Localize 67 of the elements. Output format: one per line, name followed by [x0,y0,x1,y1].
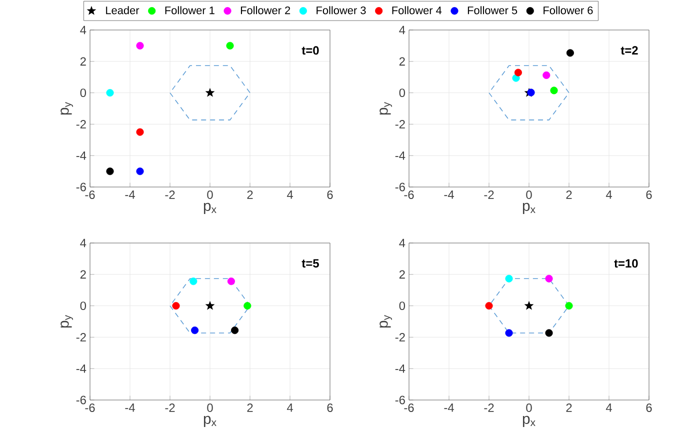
y-tick-label: -4 [395,364,406,373]
annotation: t=0 [302,46,319,55]
x-axis-title: p$_{x}$ [204,202,216,214]
x-tick-label: 6 [327,404,333,412]
legend-label: Follower 5 [468,6,518,14]
x-tick-label: -4 [444,190,454,199]
y-tick-label: -4 [395,151,406,160]
x-tick-label: 6 [327,190,333,199]
x-tick-label: 4 [286,404,293,412]
y-tick-label: 4 [399,26,406,34]
x-axis-title: p$_{x}$ [522,416,536,427]
x-tick-label: -2 [165,404,175,412]
legend-label: Follower 6 [544,6,593,14]
legend-label: Follower 1 [165,6,214,14]
y-tick-label: 2 [80,270,86,279]
x-axis-title: p$_{x}$ [522,202,536,214]
y-tick-label: -2 [395,333,405,342]
x-tick-label: 0 [207,404,213,412]
x-tick-label: 2 [247,404,253,412]
y-tick-label: 0 [399,88,406,98]
annotation: t=2 [620,46,638,55]
y-tick-label: 0 [80,88,86,98]
legend-label: Follower 2 [240,6,290,14]
y-tick-label: 4 [80,26,86,34]
x-tick-label: 4 [606,404,612,412]
y-tick-label: -4 [76,151,86,160]
x-tick-label: 6 [646,404,652,412]
x-tick-label: 2 [566,190,572,199]
x-axis-title: p$_{x}$ [204,416,216,427]
y-tick-label: 0 [399,302,406,310]
x-tick-label: -4 [444,404,454,412]
y-tick-label: 2 [399,270,405,279]
x-tick-label: 4 [286,190,293,199]
x-tick-label: 4 [606,190,612,199]
legend-label: Follower 4 [392,6,442,14]
y-tick-label: 4 [80,238,86,248]
y-tick-label: -6 [395,182,405,192]
y-tick-label: -4 [76,364,86,373]
annotation: t=5 [302,259,319,268]
annotation: t=10 [614,259,638,268]
y-tick-label: -2 [76,333,86,342]
y-tick-label: -2 [395,120,405,128]
y-tick-label: -6 [76,182,86,192]
x-tick-label: -2 [484,404,494,412]
y-tick-label: 2 [80,57,86,66]
x-tick-label: 2 [566,404,572,412]
y-tick-label: 4 [399,238,406,248]
x-tick-label: 0 [526,190,532,199]
y-tick-label: -6 [395,396,405,404]
x-tick-label: -2 [484,190,494,199]
x-tick-label: -4 [125,404,135,412]
y-axis-title: p$_{y}$ [60,315,73,328]
x-tick-label: 0 [526,404,532,412]
y-axis-title: p$_{y}$ [380,102,392,115]
y-tick-label: 0 [80,302,86,310]
x-tick-label: -2 [165,190,175,199]
x-tick-label: 0 [207,190,213,199]
y-tick-label: -2 [76,120,86,128]
x-tick-label: -4 [125,190,135,199]
y-axis-title: p$_{y}$ [380,315,392,328]
y-tick-label: 2 [399,57,405,66]
x-tick-label: 2 [247,190,253,199]
y-axis-title: p$_{y}$ [60,102,73,115]
y-tick-label: -6 [76,396,86,404]
legend-label: Follower 3 [316,6,366,14]
legend-label: Leader [106,6,140,14]
x-tick-label: 6 [646,190,652,199]
